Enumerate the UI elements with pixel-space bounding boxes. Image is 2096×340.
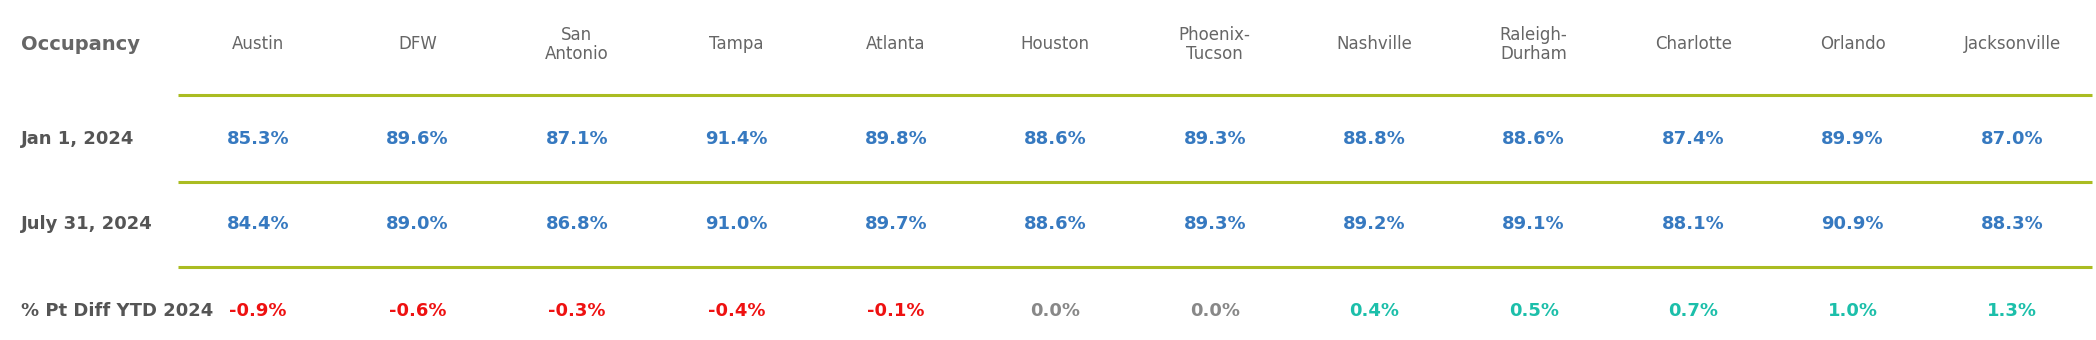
Text: Charlotte: Charlotte (1654, 35, 1731, 53)
Text: 91.0%: 91.0% (704, 216, 767, 233)
Text: 87.1%: 87.1% (545, 131, 608, 148)
Text: Atlanta: Atlanta (866, 35, 926, 53)
Text: 1.3%: 1.3% (1987, 302, 2037, 320)
Text: Nashville: Nashville (1337, 35, 1413, 53)
Text: 89.3%: 89.3% (1184, 216, 1245, 233)
Text: 91.4%: 91.4% (704, 131, 767, 148)
Text: 88.8%: 88.8% (1344, 131, 1406, 148)
Text: 0.5%: 0.5% (1509, 302, 1559, 320)
Text: Occupancy: Occupancy (21, 35, 140, 54)
Text: 89.2%: 89.2% (1344, 216, 1406, 233)
Text: 88.6%: 88.6% (1023, 131, 1086, 148)
Text: -0.1%: -0.1% (868, 302, 924, 320)
Text: -0.3%: -0.3% (547, 302, 606, 320)
Text: % Pt Diff YTD 2024: % Pt Diff YTD 2024 (21, 302, 214, 320)
Text: 85.3%: 85.3% (226, 131, 289, 148)
Text: Austin: Austin (233, 35, 285, 53)
Text: 87.4%: 87.4% (1662, 131, 1725, 148)
Text: 89.7%: 89.7% (864, 216, 926, 233)
Text: 84.4%: 84.4% (226, 216, 289, 233)
Text: 0.0%: 0.0% (1031, 302, 1079, 320)
Text: 90.9%: 90.9% (1821, 216, 1884, 233)
Text: 89.8%: 89.8% (864, 131, 926, 148)
Text: 88.6%: 88.6% (1503, 131, 1566, 148)
Text: San
Antonio: San Antonio (545, 26, 608, 63)
Text: 89.3%: 89.3% (1184, 131, 1245, 148)
Text: Phoenix-
Tucson: Phoenix- Tucson (1178, 26, 1251, 63)
Text: July 31, 2024: July 31, 2024 (21, 216, 153, 233)
Text: 0.4%: 0.4% (1350, 302, 1400, 320)
Text: 86.8%: 86.8% (545, 216, 608, 233)
Text: -0.9%: -0.9% (228, 302, 287, 320)
Text: 0.0%: 0.0% (1191, 302, 1239, 320)
Text: Jan 1, 2024: Jan 1, 2024 (21, 131, 134, 148)
Text: Jacksonville: Jacksonville (1964, 35, 2060, 53)
Text: -0.6%: -0.6% (388, 302, 446, 320)
Text: 89.1%: 89.1% (1503, 216, 1566, 233)
Text: 89.6%: 89.6% (386, 131, 449, 148)
Text: 88.3%: 88.3% (1981, 216, 2044, 233)
Text: 89.9%: 89.9% (1821, 131, 1884, 148)
Text: 88.6%: 88.6% (1023, 216, 1086, 233)
Text: Houston: Houston (1021, 35, 1090, 53)
Text: 88.1%: 88.1% (1662, 216, 1725, 233)
Text: DFW: DFW (398, 35, 436, 53)
Text: -0.4%: -0.4% (708, 302, 765, 320)
Text: Tampa: Tampa (708, 35, 763, 53)
Text: 1.0%: 1.0% (1828, 302, 1878, 320)
Text: Raleigh-
Durham: Raleigh- Durham (1501, 26, 1568, 63)
Text: Orlando: Orlando (1819, 35, 1886, 53)
Text: 87.0%: 87.0% (1981, 131, 2044, 148)
Text: 89.0%: 89.0% (386, 216, 449, 233)
Text: 0.7%: 0.7% (1668, 302, 1719, 320)
